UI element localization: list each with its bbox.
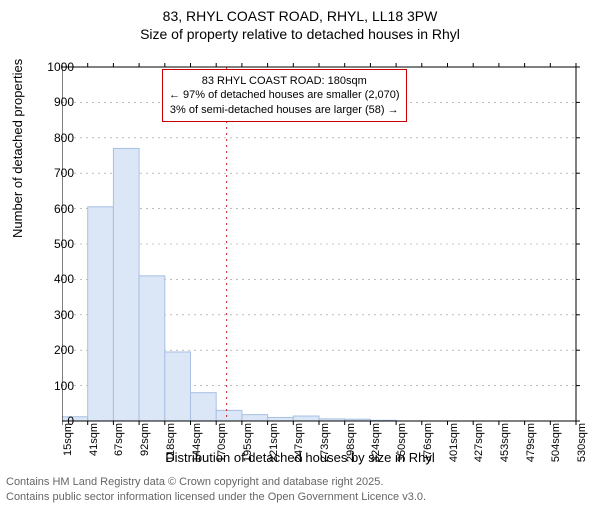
x-tick-label: 41sqm bbox=[88, 423, 100, 473]
x-tick-label: 479sqm bbox=[525, 423, 537, 473]
chart-container: 83, RHYL COAST ROAD, RHYL, LL18 3PW Size… bbox=[0, 8, 600, 508]
callout-line-1: 83 RHYL COAST ROAD: 180sqm bbox=[169, 74, 400, 88]
y-tick-label: 300 bbox=[34, 308, 74, 322]
x-tick-label: 427sqm bbox=[473, 423, 485, 473]
x-tick-label: 118sqm bbox=[165, 423, 177, 473]
x-tick-label: 376sqm bbox=[422, 423, 434, 473]
footer-line-1: Contains HM Land Registry data © Crown c… bbox=[6, 475, 426, 489]
x-tick-label: 298sqm bbox=[345, 423, 357, 473]
y-tick-label: 400 bbox=[34, 272, 74, 286]
x-tick-label: 324sqm bbox=[370, 423, 382, 473]
chart-title-sub: Size of property relative to detached ho… bbox=[0, 26, 600, 42]
x-tick-label: 530sqm bbox=[576, 423, 588, 473]
y-tick-label: 1000 bbox=[34, 60, 74, 74]
x-tick-label: 170sqm bbox=[216, 423, 228, 473]
x-tick-label: 273sqm bbox=[319, 423, 331, 473]
x-tick-label: 15sqm bbox=[62, 423, 74, 473]
x-tick-label: 195sqm bbox=[242, 423, 254, 473]
y-axis-label: Number of detached properties bbox=[10, 59, 25, 238]
y-tick-label: 500 bbox=[34, 237, 74, 251]
x-tick-label: 350sqm bbox=[396, 423, 408, 473]
y-tick-label: 900 bbox=[34, 95, 74, 109]
y-tick-label: 100 bbox=[34, 379, 74, 393]
x-tick-label: 401sqm bbox=[448, 423, 460, 473]
x-tick-label: 504sqm bbox=[550, 423, 562, 473]
y-tick-label: 200 bbox=[34, 343, 74, 357]
chart-title-main: 83, RHYL COAST ROAD, RHYL, LL18 3PW bbox=[0, 8, 600, 24]
plot-area: 83 RHYL COAST ROAD: 180sqm ← 97% of deta… bbox=[62, 63, 582, 425]
x-tick-label: 221sqm bbox=[268, 423, 280, 473]
callout-box: 83 RHYL COAST ROAD: 180sqm ← 97% of deta… bbox=[162, 69, 407, 122]
x-tick-label: 92sqm bbox=[139, 423, 151, 473]
y-tick-label: 600 bbox=[34, 202, 74, 216]
footer-line-2: Contains public sector information licen… bbox=[6, 490, 426, 504]
x-tick-label: 144sqm bbox=[191, 423, 203, 473]
callout-line-3: 3% of semi-detached houses are larger (5… bbox=[169, 103, 400, 117]
callout-line-2: ← 97% of detached houses are smaller (2,… bbox=[169, 88, 400, 102]
x-tick-label: 247sqm bbox=[293, 423, 305, 473]
y-tick-label: 800 bbox=[34, 131, 74, 145]
x-axis-label: Distribution of detached houses by size … bbox=[0, 450, 600, 465]
y-tick-label: 700 bbox=[34, 166, 74, 180]
x-tick-label: 67sqm bbox=[113, 423, 125, 473]
x-tick-label: 453sqm bbox=[499, 423, 511, 473]
